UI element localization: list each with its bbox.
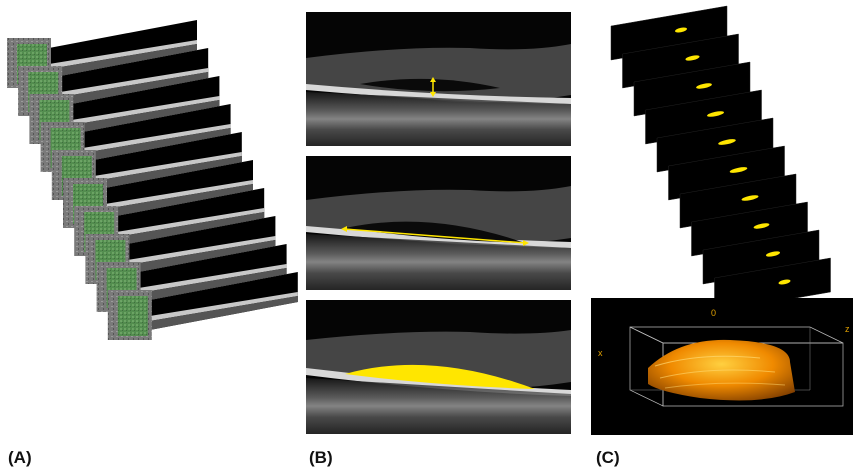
bscan-tissue — [116, 212, 265, 246]
panel-b-bscan-segmented — [306, 300, 571, 434]
bscan-layer — [116, 208, 265, 237]
panel-b-bscan-height — [306, 12, 571, 146]
panel-a-label: (A) — [8, 448, 32, 467]
bscan-layer — [127, 236, 276, 265]
width-measure-line — [343, 228, 527, 244]
axis-origin-label: 0 — [711, 308, 716, 318]
bscan-layer — [138, 264, 287, 293]
panel-c-label: (C) — [596, 448, 620, 467]
segmented-fluid-mark — [741, 195, 759, 201]
segmented-fluid-mark — [778, 279, 791, 285]
bscan-layer — [105, 180, 253, 209]
segmented-fluid-mark — [674, 27, 688, 33]
panel-c-segmentation-stack — [610, 5, 831, 313]
oct-slice — [40, 104, 231, 172]
axis-x-label: x — [598, 348, 603, 358]
segmented-fluid-mark — [729, 167, 748, 173]
enface-scan-area — [117, 296, 148, 336]
bscan-tissue — [71, 100, 220, 134]
bscan-layer — [71, 96, 220, 125]
segmented-fluid-mark — [718, 139, 736, 145]
oct-slice — [63, 160, 253, 228]
oct-slice — [7, 20, 197, 88]
bscan-layer — [49, 40, 197, 69]
bscan-layer — [82, 124, 231, 153]
panel-c-3d-volume: 0 x z — [591, 298, 853, 435]
panel-b-bscan-width — [306, 156, 571, 290]
segmented-fluid-mark — [707, 111, 724, 117]
oct-slice — [85, 216, 276, 284]
bscan-layer — [93, 152, 242, 181]
bscan-tissue — [93, 156, 242, 190]
bscan-tissue — [127, 240, 276, 274]
bscan-layer — [149, 292, 298, 321]
oct-slice — [107, 272, 298, 340]
bscan-tissue — [105, 184, 253, 218]
bscan-layer — [60, 68, 209, 97]
segmented-fluid-region — [345, 364, 535, 389]
segmented-fluid-mark — [753, 223, 770, 229]
bscan-tissue — [49, 44, 197, 78]
panel-b-label: (B) — [309, 448, 333, 467]
segmented-fluid-mark — [685, 55, 700, 61]
segmented-fluid-mark — [765, 251, 781, 257]
segmented-fluid-mark — [696, 83, 712, 89]
panel-a-slice-stack — [7, 20, 298, 340]
bscan-tissue — [82, 128, 231, 162]
bscan-tissue — [60, 72, 209, 106]
axis-z-label: z — [845, 324, 850, 334]
bscan-tissue — [149, 296, 298, 330]
bscan-tissue — [138, 268, 287, 302]
